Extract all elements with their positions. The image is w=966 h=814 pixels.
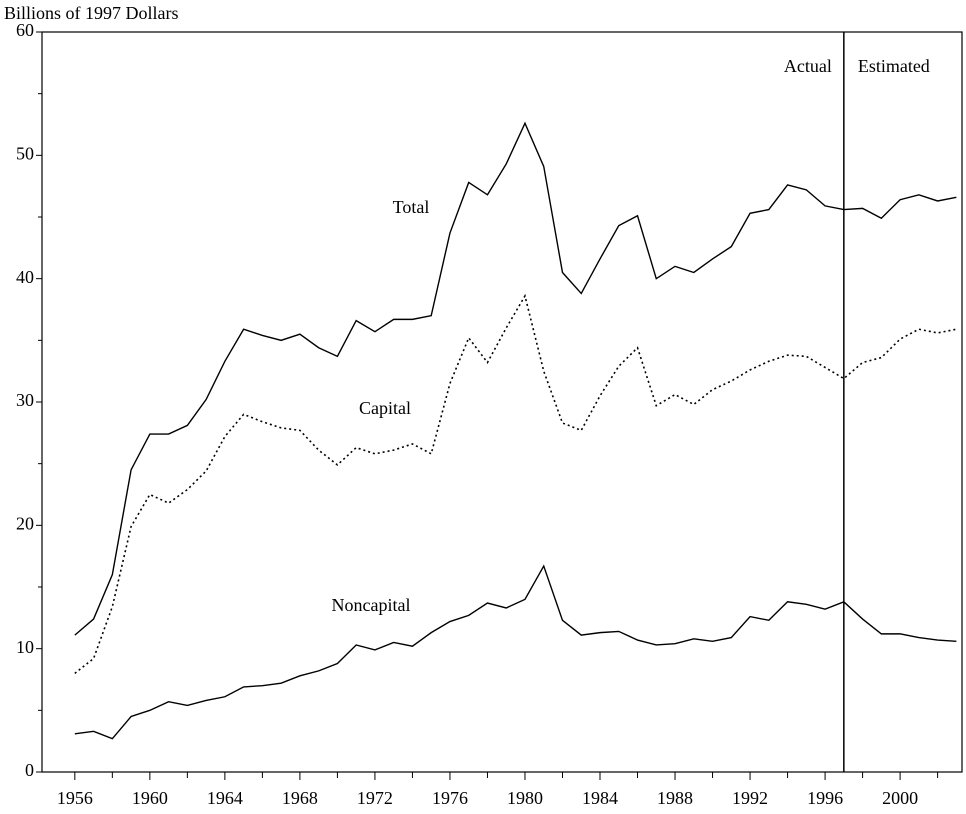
x-tick-label: 2000 <box>882 788 918 808</box>
x-tick-label: 1972 <box>357 788 393 808</box>
y-tick-label: 40 <box>16 267 34 287</box>
y-tick-label: 0 <box>25 760 34 780</box>
x-tick-label: 1992 <box>732 788 768 808</box>
divider-left-label: Actual <box>784 56 832 76</box>
series-line <box>74 293 957 674</box>
x-tick-label: 1980 <box>507 788 543 808</box>
series-label: Capital <box>359 398 411 418</box>
plot-frame <box>41 31 963 773</box>
x-tick-label: 1964 <box>207 788 243 808</box>
x-tick-label: 1988 <box>657 788 693 808</box>
divider-right-label: Estimated <box>858 56 930 76</box>
series-label: Noncapital <box>332 595 411 615</box>
y-tick-label: 30 <box>16 390 34 410</box>
x-tick-label: 1960 <box>132 788 168 808</box>
y-tick-label: 10 <box>16 637 34 657</box>
series-line <box>74 564 957 740</box>
y-tick-label: 60 <box>16 20 34 40</box>
series-label: Total <box>393 197 430 217</box>
y-tick-label: 50 <box>16 143 34 163</box>
x-tick-label: 1956 <box>57 788 93 808</box>
x-tick-label: 1984 <box>582 788 618 808</box>
y-axis-label: Billions of 1997 Dollars <box>4 3 179 23</box>
x-tick-label: 1968 <box>282 788 318 808</box>
series-line <box>74 121 957 636</box>
x-tick-label: 1976 <box>432 788 468 808</box>
x-tick-label: 1996 <box>807 788 843 808</box>
y-tick-label: 20 <box>16 513 34 533</box>
